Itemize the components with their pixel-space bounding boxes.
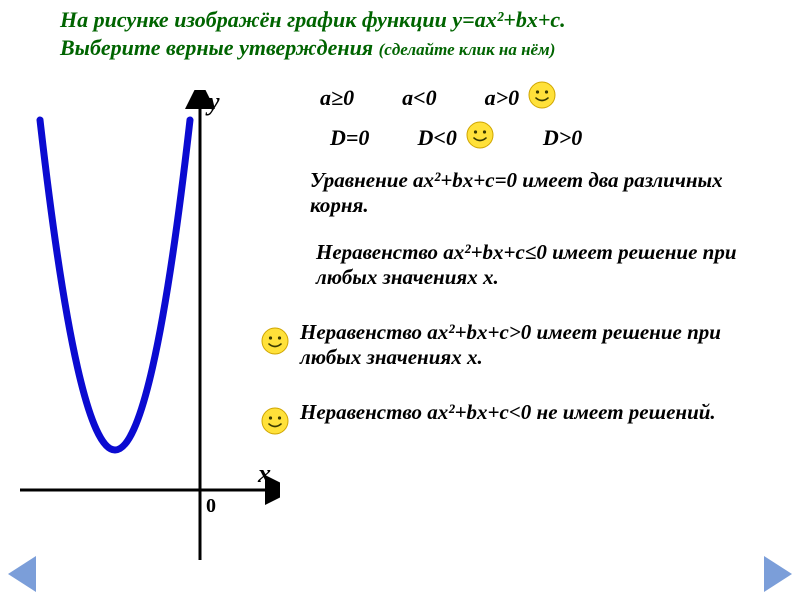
d-option-1[interactable]: D<0 (417, 120, 494, 156)
d-option-2[interactable]: D>0 (543, 125, 582, 151)
title-line2-paren: (сделайте клик на нём) (379, 40, 556, 59)
smiley-icon (260, 406, 290, 436)
a-option-0[interactable]: a≥0 (320, 85, 354, 111)
nav-next-button[interactable] (764, 556, 792, 592)
statement-text: Неравенство ax²+bx+c<0 не имеет решений. (300, 400, 716, 425)
d-option-label: D<0 (417, 125, 456, 151)
d-option-label: D>0 (543, 125, 582, 151)
statement-2[interactable]: Неравенство ax²+bx+c>0 имеет решение при… (260, 320, 770, 370)
statement-3[interactable]: Неравенство ax²+bx+c<0 не имеет решений. (260, 400, 770, 436)
a-option-label: a≥0 (320, 85, 354, 111)
statement-text: Уравнение ax²+bx+c=0 имеет два различных… (310, 168, 770, 218)
statement-text: Неравенство ax²+bx+c≤0 имеет решение при… (316, 240, 770, 290)
a-option-2[interactable]: a>0 (485, 80, 558, 116)
title-line1: На рисунке изображён график функции y=ax… (60, 7, 566, 32)
statement-0[interactable]: Уравнение ax²+bx+c=0 имеет два различных… (310, 168, 770, 218)
smiley-icon (465, 120, 495, 156)
smiley-icon (527, 80, 557, 116)
svg-text:0: 0 (206, 495, 216, 517)
d-option-label: D=0 (330, 125, 369, 151)
svg-text:х: х (257, 459, 271, 488)
d-option-0[interactable]: D=0 (330, 125, 369, 151)
statement-text: Неравенство ax²+bx+c>0 имеет решение при… (300, 320, 770, 370)
a-option-label: a>0 (485, 85, 520, 111)
parabola-graph: у х 0 (20, 90, 280, 570)
smiley-icon (260, 326, 290, 356)
options-row-d: D=0 D<0 D>0 (330, 120, 582, 156)
a-option-1[interactable]: a<0 (402, 85, 437, 111)
nav-prev-button[interactable] (8, 556, 36, 592)
title-line2: Выберите верные утверждения (60, 35, 379, 60)
page-title: На рисунке изображён график функции y=ax… (60, 6, 760, 61)
statement-1[interactable]: Неравенство ax²+bx+c≤0 имеет решение при… (316, 240, 770, 290)
svg-text:у: у (205, 90, 220, 116)
graph-panel: у х 0 (20, 90, 280, 570)
options-row-a: a≥0 a<0 a>0 (320, 80, 557, 116)
a-option-label: a<0 (402, 85, 437, 111)
